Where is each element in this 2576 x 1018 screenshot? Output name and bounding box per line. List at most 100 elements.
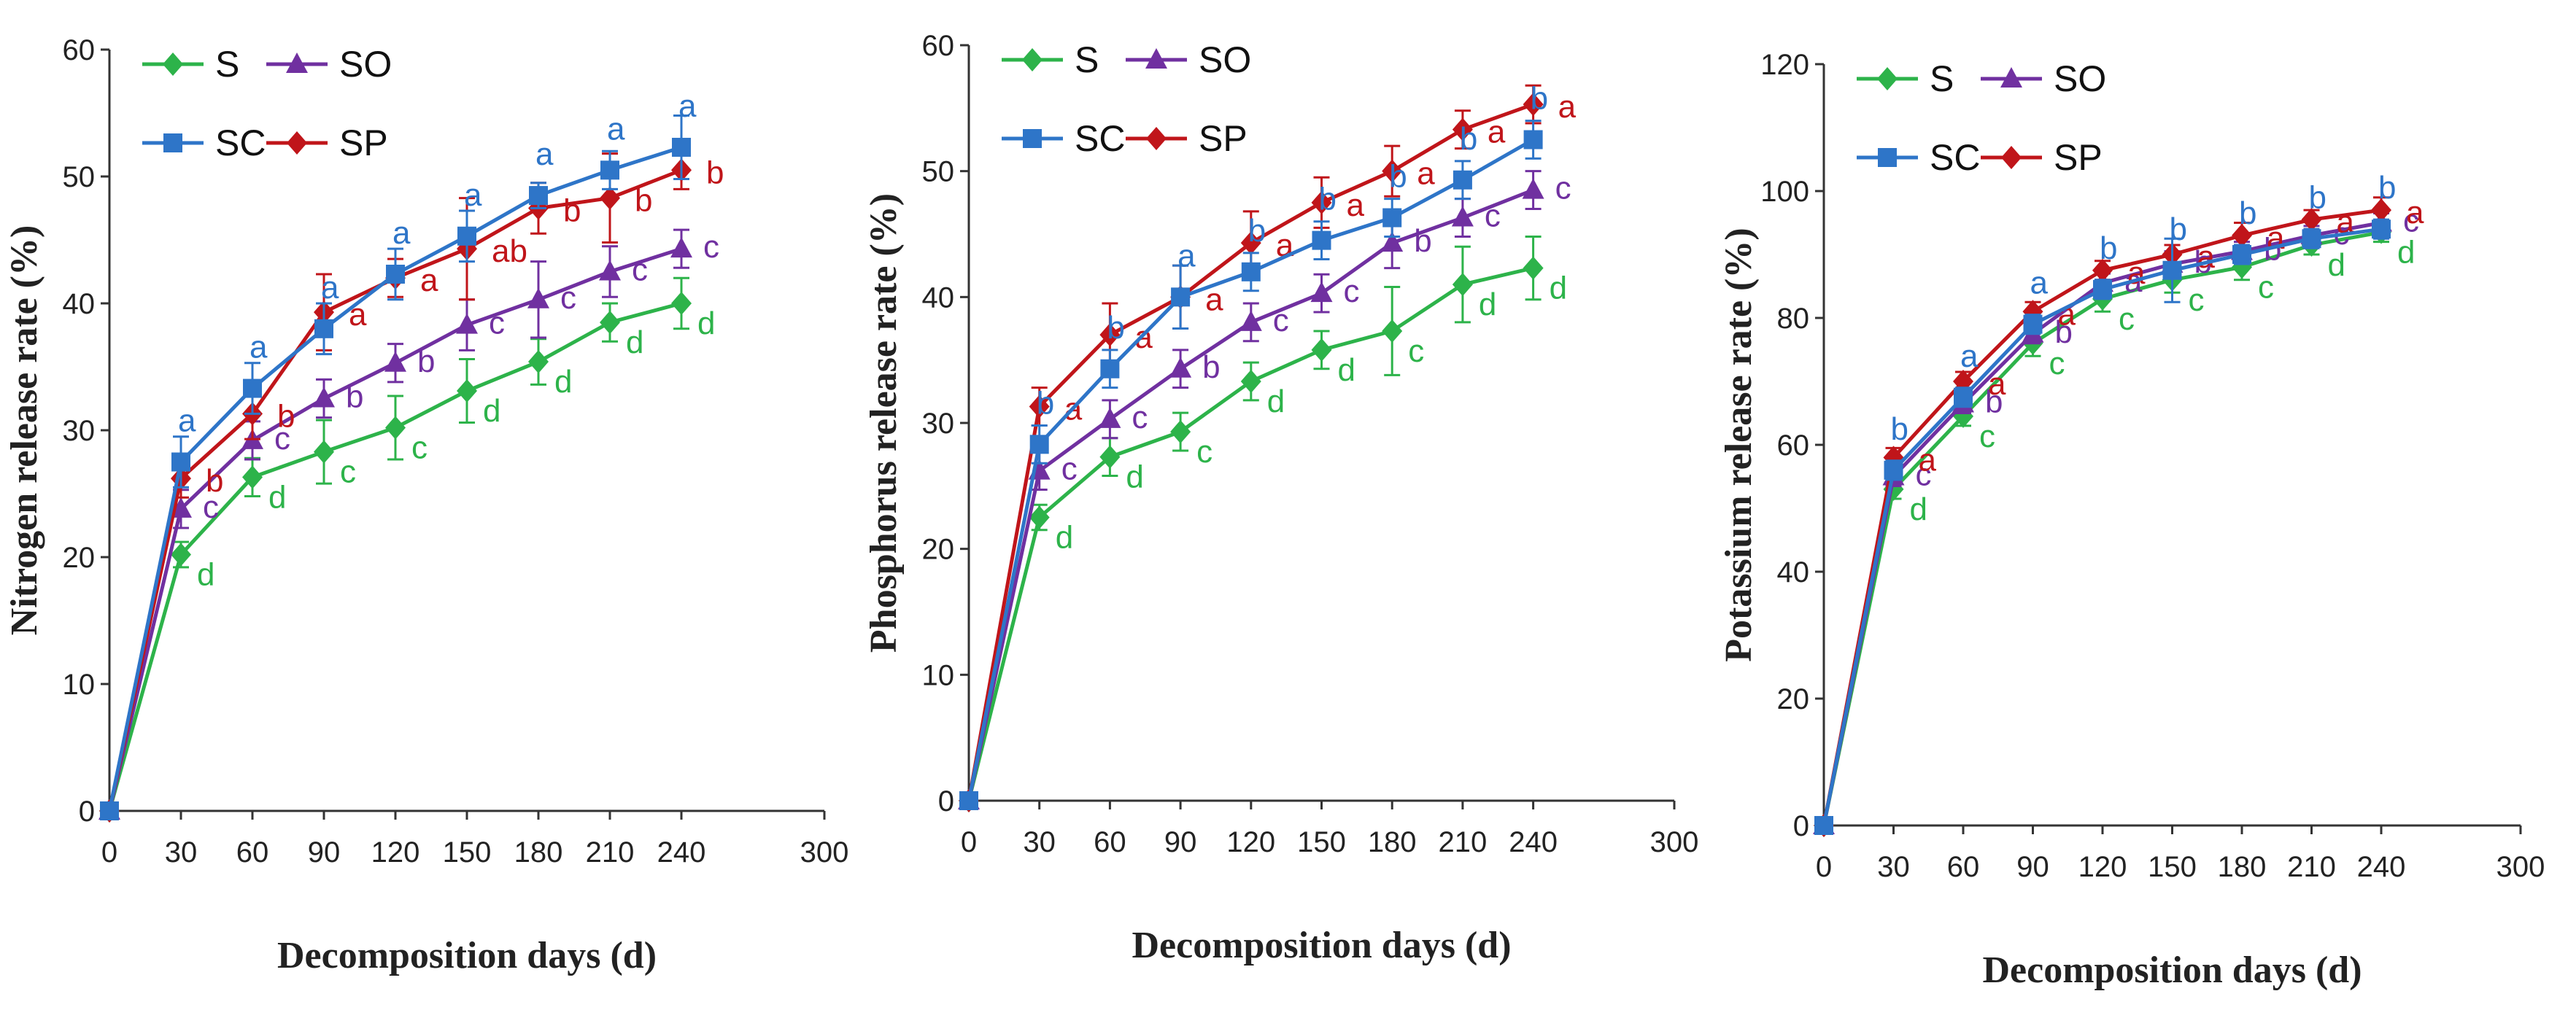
legend: S SO SC SP	[142, 44, 392, 163]
significance-label: a	[1919, 442, 1937, 478]
legend-item-so: SO	[1126, 39, 1251, 80]
significance-label: d	[2397, 235, 2415, 271]
significance-label: c	[2189, 282, 2205, 318]
significance-label: c	[1916, 457, 1932, 493]
x-tick-label: 300	[800, 836, 849, 869]
significance-label: c	[1485, 198, 1501, 234]
significance-label: b	[1248, 213, 1266, 249]
legend-label: SC	[1930, 137, 1980, 178]
legend-label: SP	[2054, 137, 2103, 178]
significance-label: a	[321, 270, 339, 306]
significance-label: c	[1061, 451, 1078, 487]
legend-label: S	[1075, 39, 1099, 80]
data-point	[1240, 370, 1261, 394]
significance-label: c	[1132, 400, 1148, 435]
significance-label: a	[2058, 296, 2076, 332]
data-point	[1451, 206, 1474, 227]
significance-label: a	[2197, 239, 2216, 275]
significance-label: c	[1979, 419, 1995, 454]
y-tick-label: 10	[922, 659, 955, 691]
x-tick-label: 60	[1947, 851, 1980, 883]
data-point	[1169, 357, 1192, 378]
legend-label: SO	[339, 44, 392, 85]
data-point	[1382, 319, 1403, 343]
data-point	[2023, 314, 2043, 334]
significance-label: c	[2049, 346, 2065, 381]
data-point	[1099, 407, 1121, 428]
significance-label: a	[178, 403, 196, 439]
significance-label: c	[203, 489, 219, 525]
y-axis-title: Nitrogen release rate (%)	[4, 225, 45, 636]
x-tick-label: 0	[1816, 851, 1832, 883]
significance-label: b	[277, 398, 295, 434]
x-tick-label: 210	[2287, 851, 2336, 883]
data-point	[1311, 190, 1332, 214]
x-tick-label: 60	[236, 836, 269, 869]
x-tick-label: 120	[371, 836, 420, 869]
significance-label: c	[274, 421, 290, 456]
data-point	[313, 386, 335, 408]
significance-label: a	[250, 330, 268, 365]
legend-marker	[1023, 129, 1042, 148]
y-tick-label: 40	[1777, 556, 1810, 588]
legend-marker	[1878, 148, 1897, 167]
data-point	[1452, 273, 1473, 297]
data-point	[1522, 178, 1544, 199]
data-point	[671, 292, 692, 315]
legend-label: SP	[339, 123, 388, 163]
data-point	[2162, 260, 2182, 280]
data-point	[1311, 338, 1332, 362]
data-point	[1029, 505, 1050, 529]
data-point	[600, 311, 620, 335]
y-tick-label: 20	[1777, 683, 1810, 715]
data-point	[2371, 198, 2391, 222]
x-tick-label: 90	[1164, 826, 1197, 858]
significance-label: b	[1107, 310, 1124, 346]
significance-label: c	[1408, 333, 1424, 369]
significance-label: b	[1319, 182, 1337, 217]
data-point	[1029, 435, 1049, 454]
data-point	[2092, 258, 2113, 282]
y-tick-label: 30	[63, 415, 96, 447]
legend-item-sp: SP	[1981, 137, 2103, 178]
x-tick-label: 300	[1650, 826, 1699, 858]
y-tick-label: 60	[922, 30, 955, 62]
legend-marker	[286, 53, 308, 73]
significance-label: a	[1960, 338, 1979, 374]
data-point	[2232, 245, 2251, 264]
y-axis-title: Phosphorus release rate (%)	[863, 193, 905, 653]
significance-label: c	[411, 430, 428, 466]
chart-potassium: 0 20 40 60 80 100 120 0 30 60 90 120 150 180 210 240 300…	[1718, 49, 2545, 991]
y-tick-label: 0	[79, 796, 95, 828]
significance-label: a	[464, 177, 482, 213]
significance-label: b	[1389, 159, 1407, 195]
significance-label: d	[1479, 287, 1496, 322]
legend-marker	[287, 131, 307, 155]
data-point	[2301, 208, 2322, 232]
significance-label: a	[2267, 220, 2285, 256]
significance-label: a	[2406, 195, 2424, 230]
legend-label: SO	[1199, 39, 1251, 80]
significance-label: a	[1417, 156, 1435, 192]
data-point	[1241, 262, 1261, 281]
data-point	[385, 416, 406, 440]
significance-label: a	[678, 88, 697, 124]
x-tick-label: 90	[308, 836, 341, 869]
data-point	[1382, 159, 1403, 183]
data-point	[1239, 310, 1262, 331]
legend-item-sc: SC	[142, 123, 266, 163]
data-point	[599, 260, 621, 281]
data-point	[1240, 231, 1261, 255]
significance-label: b	[635, 183, 652, 219]
legend-item-sp: SP	[1126, 118, 1248, 159]
legend-label: SP	[1199, 118, 1248, 159]
y-tick-label: 50	[922, 156, 955, 188]
significance-label: d	[483, 393, 500, 429]
data-point	[529, 186, 548, 206]
significance-label: a	[1134, 319, 1153, 355]
significance-label: b	[1460, 121, 1477, 157]
legend-label: SC	[1075, 118, 1125, 159]
chart-phosphorus: 0 10 20 30 40 50 60 0 30 60 90 120 150 180 210 240 300 De…	[863, 30, 1698, 966]
legend-marker	[163, 53, 183, 76]
significance-label: a	[1488, 114, 1506, 150]
